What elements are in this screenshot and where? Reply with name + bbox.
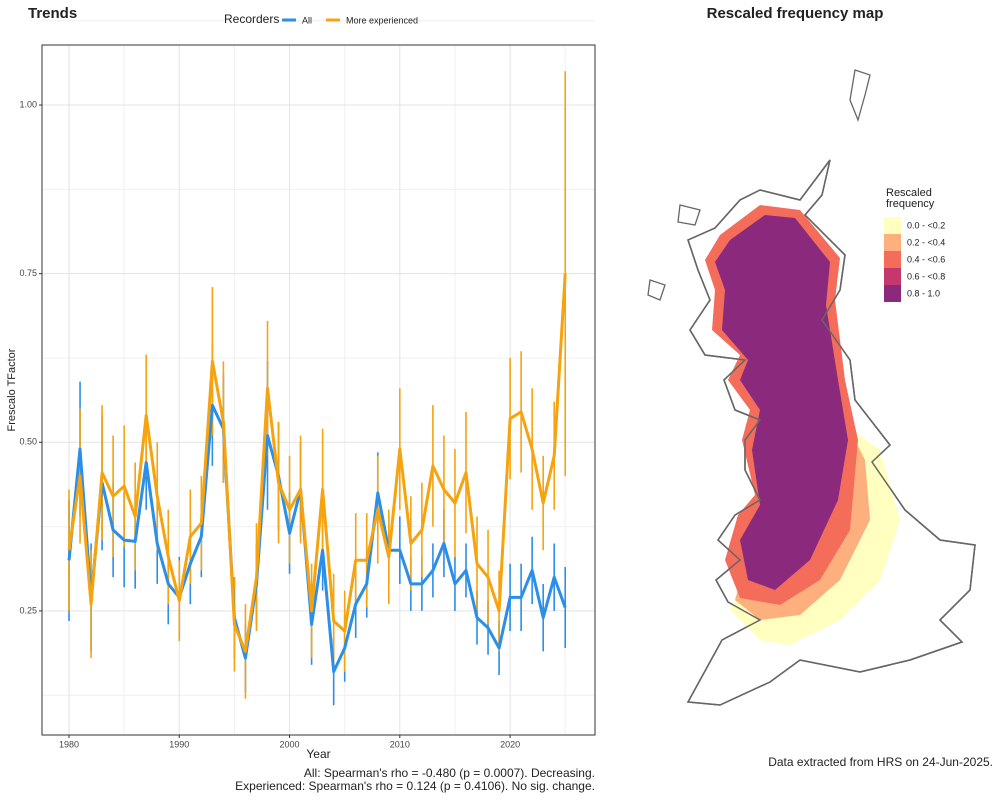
legend-label: 0.2 - <0.4: [907, 237, 945, 247]
legend-label: All: [302, 15, 312, 25]
x-tick-label: 2020: [500, 739, 520, 749]
x-tick-label: 2010: [390, 739, 410, 749]
legend-title: Rescaled: [886, 187, 932, 199]
y-tick-label: 0.50: [19, 437, 37, 447]
x-axis-title: Year: [306, 747, 330, 761]
map-band-purple: [715, 215, 848, 590]
legend-label: 0.6 - <0.8: [907, 271, 945, 281]
legend-title: frequency: [886, 198, 935, 210]
footnote: Experienced: Spearman's rho = 0.124 (p =…: [235, 779, 595, 793]
legend-swatch: [884, 285, 901, 302]
legend-label: More experienced: [346, 15, 418, 25]
series-line: [67, 273, 567, 653]
x-tick-label: 1990: [169, 739, 189, 749]
plot-background: [42, 45, 595, 735]
legend-label: 0.4 - <0.6: [907, 254, 945, 264]
footnote: All: Spearman's rho = -0.480 (p = 0.0007…: [304, 766, 595, 780]
legend-swatch: [884, 217, 901, 234]
map-title: Rescaled frequency map: [707, 5, 884, 22]
x-tick-label: 2000: [280, 739, 300, 749]
map-islands: [647, 69, 871, 301]
legend-swatch: [884, 268, 901, 285]
map-outline: [686, 159, 976, 706]
chart-title: Trends: [28, 5, 77, 22]
y-axis-title: Frescalo TFactor: [6, 348, 18, 431]
y-tick-label: 1.00: [19, 99, 37, 109]
legend-title: Recorders: [224, 12, 279, 26]
legend-label: 0.0 - <0.2: [907, 220, 945, 230]
legend-swatch: [884, 251, 901, 268]
caption: Data extracted from HRS on 24-Jun-2025.: [768, 755, 993, 769]
y-tick-label: 0.25: [19, 605, 37, 615]
plot-border: [41, 44, 596, 736]
legend-label: 0.8 - 1.0: [907, 288, 940, 298]
y-tick-label: 0.75: [19, 268, 37, 278]
series-line: [67, 403, 567, 674]
map: [647, 69, 976, 706]
x-tick-label: 1980: [59, 739, 79, 749]
legend-swatch: [884, 234, 901, 251]
